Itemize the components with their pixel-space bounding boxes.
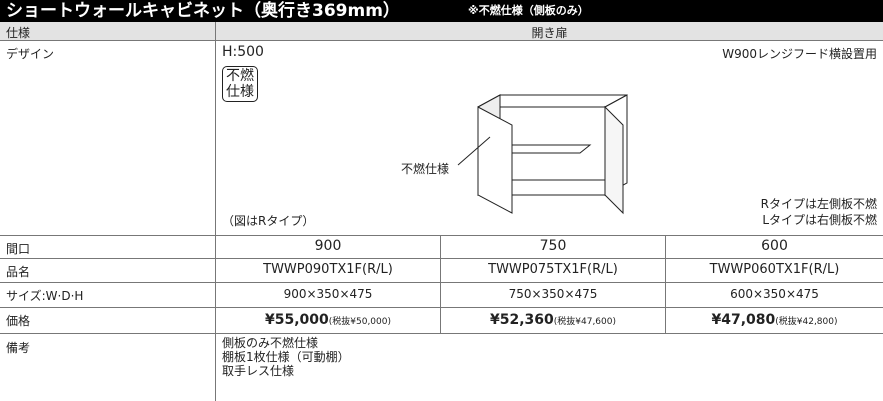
row-label: 仕様 <box>6 26 31 40</box>
callout-arrow <box>457 136 491 166</box>
note: Rタイプは左側板不燃 <box>760 197 877 211</box>
price: ¥47,080 <box>711 312 776 328</box>
usage-text: W900レンジフード横設置用 <box>722 47 877 61</box>
remarks: 側板のみ不燃仕様 棚板1枚仕様（可動棚） 取手レス仕様 <box>222 336 350 378</box>
cell: TWWP075TX1F(R/L) <box>488 262 618 277</box>
rule <box>665 235 666 333</box>
rule <box>0 307 883 308</box>
notes: Rタイプは左側板不燃 Lタイプは右側板不燃 <box>761 196 877 228</box>
header-note: ※不燃仕様（側板のみ） <box>468 4 589 17</box>
badge: 不燃 仕様 <box>222 66 258 102</box>
rule <box>0 40 883 41</box>
cell: 600 <box>761 238 788 254</box>
cabinet-illustration <box>457 94 628 215</box>
rule <box>215 22 216 401</box>
note: Lタイプは右側板不燃 <box>762 213 877 227</box>
rule <box>0 282 883 283</box>
row-label: 備考 <box>6 341 31 355</box>
rule <box>440 235 441 333</box>
row-label: 品名 <box>6 265 31 279</box>
rule <box>0 333 883 334</box>
price: ¥52,360 <box>489 312 554 328</box>
height-text: H:500 <box>222 44 264 60</box>
remark: 棚板1枚仕様（可動棚） <box>222 350 350 364</box>
door-left <box>477 106 513 214</box>
door-right <box>604 105 624 215</box>
cell: TWWP090TX1F(R/L) <box>263 262 393 277</box>
rule <box>0 235 883 236</box>
badge-line: 不燃 <box>226 68 254 84</box>
cell: 750 <box>539 238 567 254</box>
cell: 900×350×475 <box>283 287 373 301</box>
cell: TWWP060TX1F(R/L) <box>709 262 840 277</box>
cell: 600×350×475 <box>730 287 819 301</box>
header-bar <box>0 0 883 22</box>
cell: 750×350×475 <box>508 287 598 301</box>
rule <box>0 258 883 259</box>
spec-value: 開き扉 <box>531 26 568 40</box>
badge-line: 仕様 <box>226 84 254 100</box>
tax-excluded: (税抜¥47,600) <box>553 317 616 327</box>
row-label: 間口 <box>6 242 31 256</box>
cell: 900 <box>314 238 342 254</box>
tax-excluded: (税抜¥42,800) <box>775 317 838 327</box>
callout: 不燃仕様 <box>401 162 450 176</box>
row-label: デザイン <box>6 47 55 61</box>
remark: 側板のみ不燃仕様 <box>222 336 319 350</box>
price-cell: ¥55,000(税抜¥50,000) <box>216 307 440 335</box>
remark: 取手レス仕様 <box>222 364 295 378</box>
price: ¥55,000 <box>264 312 329 328</box>
price-cell: ¥52,360(税抜¥47,600) <box>441 307 665 335</box>
row-label: サイズ:W·D·H <box>6 289 84 303</box>
title: ショートウォールキャビネット（奥行き369mm） <box>6 1 400 21</box>
caption: （図はRタイプ） <box>222 214 315 228</box>
tax-excluded: (税抜¥50,000) <box>328 317 391 327</box>
spec-row-bg <box>0 22 883 40</box>
price-cell: ¥47,080(税抜¥42,800) <box>666 307 883 335</box>
row-label: 価格 <box>6 314 31 328</box>
